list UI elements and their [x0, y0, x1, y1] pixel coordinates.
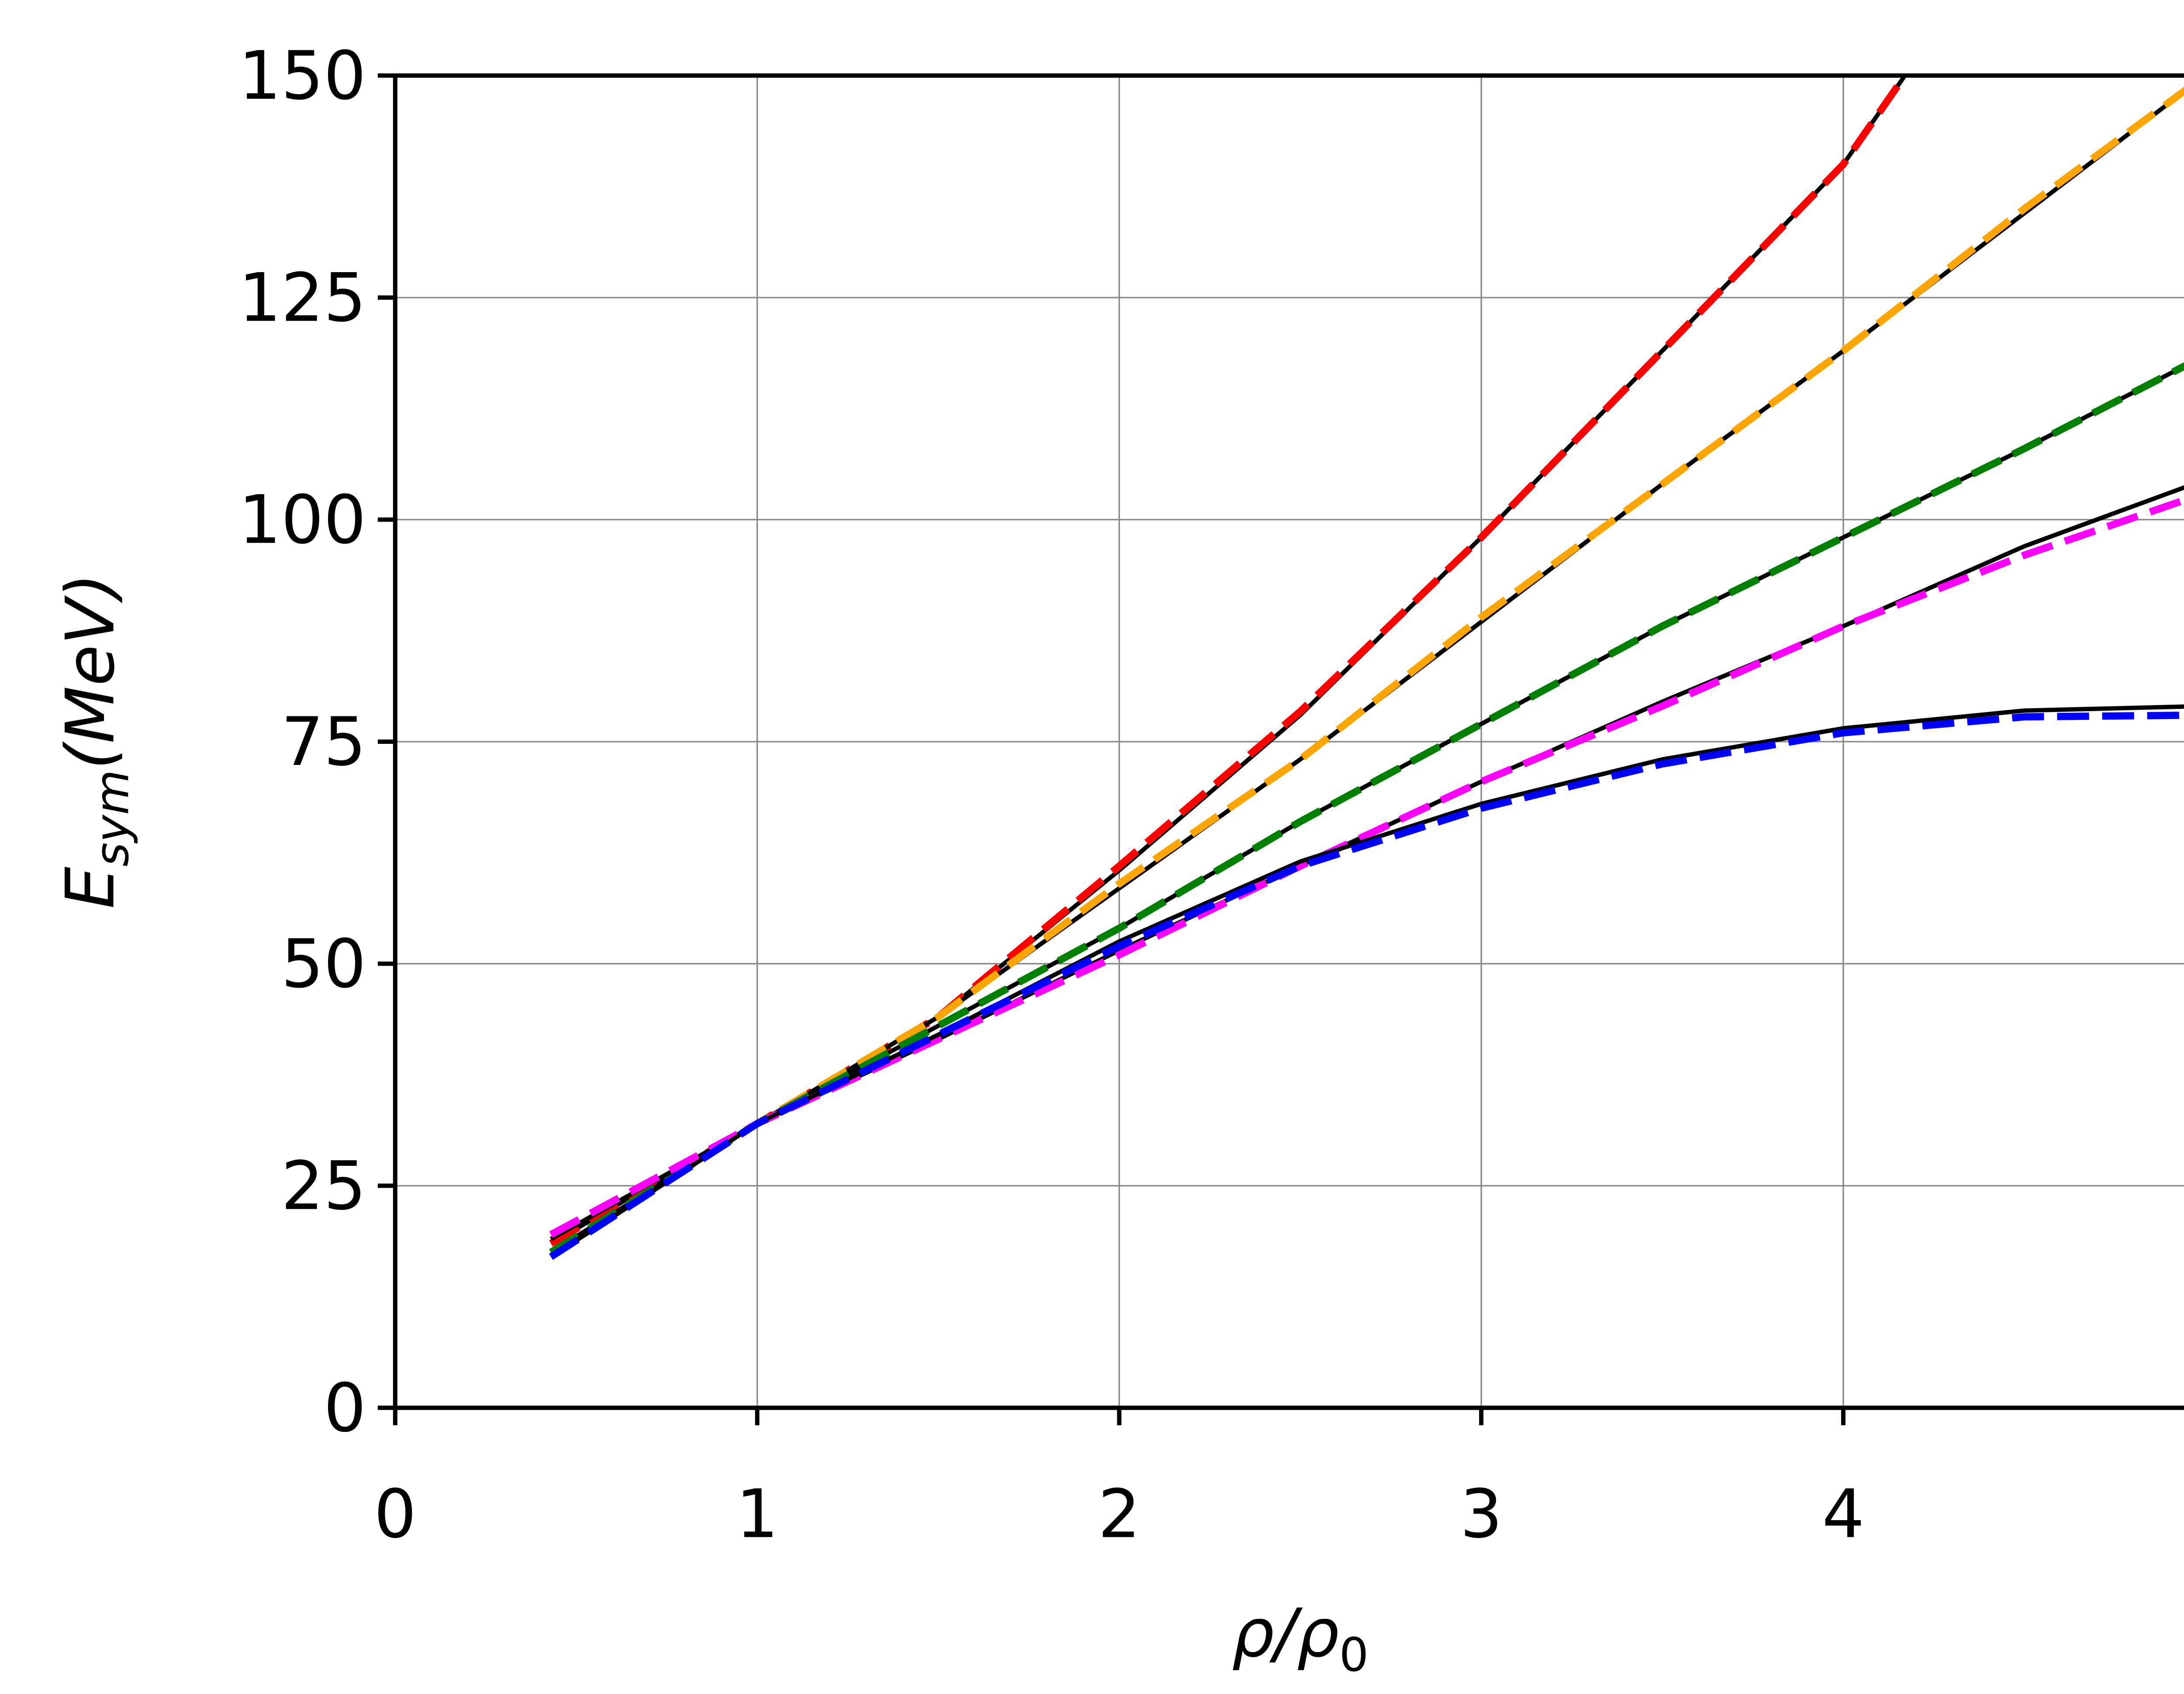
x-tick-label: 3 [1460, 1476, 1503, 1553]
series-line [549, 362, 2184, 1255]
x-tick-label: 0 [374, 1476, 416, 1553]
grid [394, 75, 2184, 1409]
plot-area [549, 73, 2184, 1260]
y-label-main: E [52, 867, 130, 909]
y-label-sub: sym [85, 770, 139, 867]
x-tick-label: 4 [1822, 1476, 1864, 1553]
x-label-sub: 0 [1339, 1628, 1369, 1682]
y-tick-label: 75 [281, 703, 366, 781]
ticks: 0123450255075100125150 [238, 37, 1864, 1553]
y-tick-label: 25 [281, 1148, 366, 1225]
y-label-unit: (MeV) [52, 573, 130, 770]
x-tick-label: 1 [736, 1476, 778, 1553]
x-axis-label: ρ/ρ0 [1232, 1595, 1368, 1682]
y-tick-label: 0 [324, 1369, 366, 1447]
series-line [549, 86, 2184, 1255]
series-line [549, 712, 2184, 1260]
y-tick-label: 125 [238, 259, 366, 337]
series-line [549, 73, 1908, 1247]
y-axis-label: Esym(MeV) [52, 573, 139, 909]
x-tick-label: 2 [1098, 1476, 1140, 1553]
y-tick-label: 150 [238, 37, 366, 115]
y-tick-label: 100 [238, 481, 366, 559]
x-label-main: ρ/ρ [1232, 1595, 1339, 1673]
y-tick-label: 50 [281, 925, 366, 1003]
